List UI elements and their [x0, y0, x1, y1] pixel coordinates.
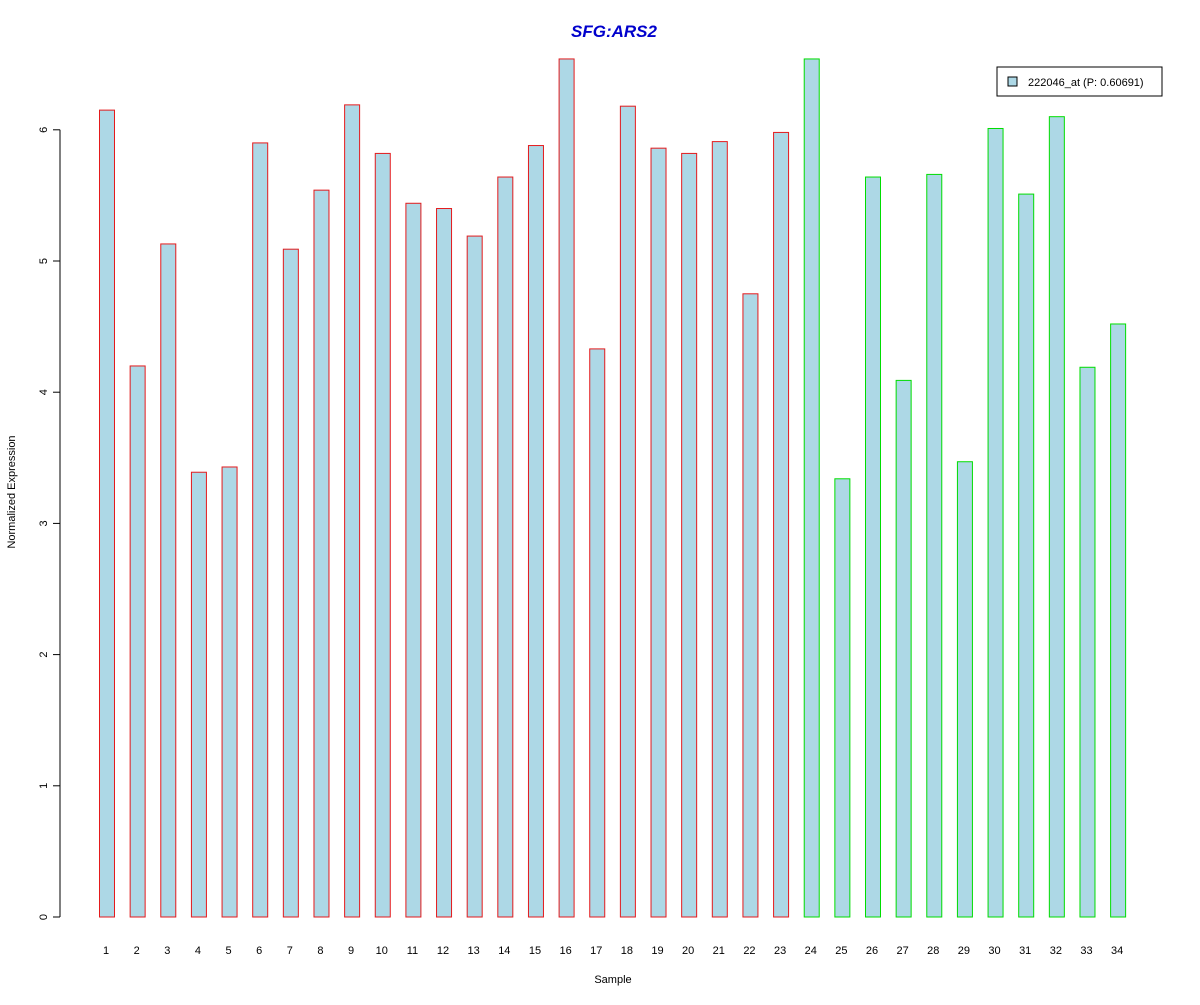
x-tick-label: 12: [437, 945, 449, 957]
bar-sample-15: [527, 145, 544, 918]
x-tick-label: 29: [958, 945, 970, 957]
x-tick-label: 30: [988, 945, 1000, 957]
bars: [99, 58, 1127, 918]
bar-sample-24: [803, 58, 820, 918]
bar-sample-14: [497, 176, 514, 918]
y-tick-label: 3: [38, 520, 50, 526]
y-axis-label: Normalized Expression: [6, 435, 18, 548]
x-tick-label: 2: [134, 945, 140, 957]
x-tick-label: 17: [590, 945, 602, 957]
bar-sample-26: [865, 176, 881, 918]
bar-sample-29: [956, 461, 973, 918]
bar-sample-28: [926, 173, 943, 918]
y-tick-label: 2: [38, 652, 50, 658]
bar-sample-11: [405, 202, 422, 918]
x-tick-label: 10: [376, 945, 388, 957]
x-tick-label: 6: [256, 945, 262, 957]
x-tick-label: 25: [835, 945, 847, 957]
x-tick-label: 34: [1111, 945, 1123, 957]
x-tick-label: 28: [927, 945, 939, 957]
bar-sample-13: [466, 235, 483, 918]
bar-sample-18: [619, 105, 636, 918]
bar-sample-6: [252, 142, 269, 918]
x-tick-label: 4: [195, 945, 201, 957]
bar-sample-23: [773, 131, 790, 918]
x-tick-label: 16: [559, 945, 571, 957]
chart-title: SFG:ARS2: [571, 22, 658, 41]
x-tick-label: 9: [348, 945, 354, 957]
bar-sample-5: [221, 466, 238, 918]
bar-sample-19: [650, 147, 667, 918]
bar-sample-7: [282, 248, 299, 918]
bar-sample-10: [374, 152, 391, 918]
x-axis: 1 2 3 4 5 6 7 8 9 10 11 12 13 14 15 16 17 18 19 20 21 22 23 24 2…: [103, 945, 1123, 986]
bar-sample-16: [558, 58, 575, 918]
x-tick-label: 8: [317, 945, 323, 957]
x-tick-label: 32: [1050, 945, 1062, 957]
bar-sample-2: [129, 365, 146, 918]
y-tick-label: 0: [38, 914, 50, 920]
x-tick-label: 7: [287, 945, 293, 957]
y-tick-label: 5: [38, 258, 50, 264]
bar-sample-1: [99, 109, 115, 918]
legend-swatch: [1007, 76, 1018, 87]
bar-sample-21: [711, 141, 728, 918]
y-tick-label: 1: [38, 783, 50, 789]
bar-sample-30: [987, 127, 1004, 918]
y-tick-label: 4: [38, 389, 50, 395]
bar-sample-20: [681, 152, 698, 918]
y-ticks: 0 1 2 3 4 5 6: [38, 127, 60, 920]
y-axis: 0 1 2 3 4 5 6 Normalized Expression: [6, 127, 61, 920]
x-tick-label: 24: [805, 945, 817, 957]
x-tick-label: 5: [225, 945, 231, 957]
y-tick-label: 6: [38, 127, 50, 133]
x-tick-label: 27: [897, 945, 909, 957]
bar-sample-32: [1048, 116, 1065, 918]
bar-sample-33: [1079, 366, 1096, 918]
bar-sample-31: [1018, 193, 1035, 918]
x-tick-label: 33: [1080, 945, 1092, 957]
legend: 222046_at (P: 0.60691): [996, 66, 1163, 97]
bar-sample-8: [313, 189, 330, 918]
bar-sample-17: [589, 348, 606, 918]
bar-sample-3: [160, 243, 177, 918]
x-tick-label: 19: [651, 945, 663, 957]
x-axis-label: Sample: [594, 974, 631, 986]
x-tick-label: 22: [743, 945, 755, 957]
legend-label: 222046_at (P: 0.60691): [1028, 77, 1144, 89]
x-tick-label: 13: [468, 945, 480, 957]
x-tick-label: 21: [713, 945, 725, 957]
x-tick-label: 3: [164, 945, 170, 957]
x-tick-labels: 1 2 3 4 5 6 7 8 9 10 11 12 13 14 15 16 17 18 19 20 21 22 23 24 2…: [103, 945, 1123, 957]
x-tick-label: 31: [1019, 945, 1031, 957]
x-tick-label: 11: [407, 945, 418, 957]
x-tick-label: 23: [774, 945, 786, 957]
bar-sample-9: [344, 104, 361, 918]
bar-sample-25: [834, 478, 851, 918]
bar-sample-34: [1110, 323, 1127, 918]
bar-sample-12: [436, 208, 453, 918]
bar-sample-4: [190, 471, 207, 918]
x-tick-label: 15: [529, 945, 541, 957]
x-tick-label: 20: [682, 945, 694, 957]
x-tick-label: 14: [498, 945, 510, 957]
bar-sample-22: [742, 293, 759, 918]
bar-sample-27: [895, 379, 912, 918]
x-tick-label: 18: [621, 945, 633, 957]
x-tick-label: 1: [103, 945, 109, 957]
legend-box: [996, 66, 1163, 97]
x-tick-label: 26: [866, 945, 878, 957]
